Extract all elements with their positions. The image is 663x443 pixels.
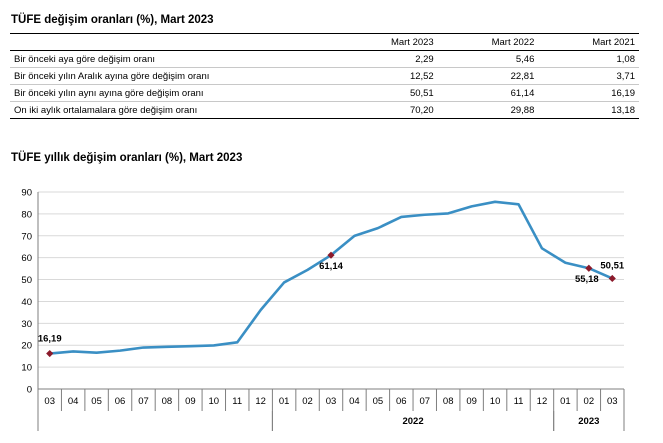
table-cell: 61,14	[437, 84, 539, 102]
table-cell: 1,08	[538, 50, 639, 68]
data-label: 61,14	[319, 261, 343, 272]
table-header-blank	[10, 33, 338, 51]
table-cell: 5,46	[437, 50, 539, 68]
axes	[37, 192, 625, 431]
column-header: Mart 2023	[337, 33, 438, 51]
y-tick-label: 90	[21, 188, 32, 199]
data-point-marker	[585, 264, 593, 272]
x-tick-label: 11	[232, 396, 242, 407]
y-tick-label: 80	[21, 209, 32, 220]
column-header: Mart 2022	[437, 33, 539, 51]
x-tick-label: 12	[255, 396, 266, 407]
table-cell: 70,20	[337, 101, 438, 119]
x-tick-label: 11	[514, 396, 524, 407]
column-header: Mart 2021	[538, 33, 639, 51]
x-tick-label: 06	[115, 396, 126, 407]
table-cell: 2,29	[337, 50, 438, 68]
table-title: TÜFE değişim oranları (%), Mart 2023	[11, 14, 214, 26]
x-tick-label: 08	[162, 396, 173, 407]
table-row: Bir önceki yılın aynı ayına göre değişim…	[10, 84, 639, 102]
x-tick-label: 08	[443, 396, 454, 407]
series-line-layer	[48, 200, 614, 355]
data-point-marker	[608, 274, 616, 283]
data-label: 16,19	[38, 334, 62, 345]
y-tick-label: 30	[21, 319, 32, 330]
x-tick-label: 04	[349, 396, 360, 407]
year-label: 2023	[578, 416, 599, 427]
x-tick-label: 05	[91, 396, 102, 407]
x-tick-label: 02	[302, 396, 313, 407]
table-cell: 3,71	[538, 67, 639, 85]
data-point-marker	[46, 349, 54, 358]
x-tick-label: 07	[419, 396, 430, 407]
x-tick-label: 09	[466, 396, 477, 407]
y-tick-label: 10	[21, 363, 32, 374]
table-row: On iki aylık ortalamalara göre değişim o…	[10, 101, 639, 119]
grid-lines	[38, 191, 624, 368]
x-tick-label: 05	[373, 396, 384, 407]
row-label: Bir önceki yılın aynı ayına göre değişim…	[10, 84, 338, 102]
row-label: Bir önceki aya göre değişim oranı	[10, 50, 338, 68]
data-point-marker	[327, 251, 335, 259]
x-tick-label: 07	[138, 396, 149, 407]
x-tick-label: 06	[396, 396, 407, 407]
x-tick-label: 10	[209, 396, 220, 407]
year-label: 2022	[402, 416, 423, 427]
x-tick-label: 03	[326, 396, 337, 407]
y-tick-label: 70	[21, 231, 32, 242]
table-cell: 16,19	[538, 84, 639, 102]
x-tick-label: 01	[279, 396, 290, 407]
data-label: 50,51	[600, 260, 624, 271]
x-tick-label: 10	[490, 396, 501, 407]
y-tick-label: 50	[21, 275, 32, 286]
y-tick-label: 0	[27, 385, 32, 396]
series-line	[48, 200, 614, 355]
x-tick-label: 09	[185, 396, 196, 407]
x-tick-label: 04	[68, 396, 79, 407]
y-tick-label: 40	[21, 297, 32, 308]
x-tick-label: 12	[537, 396, 548, 407]
table-cell: 50,51	[337, 84, 438, 102]
chart-title: TÜFE yıllık değişim oranları (%), Mart 2…	[11, 152, 243, 164]
table-cell: 12,52	[337, 67, 438, 85]
table-cell: 29,88	[437, 101, 539, 119]
row-label: Bir önceki yılın Aralık ayına göre değiş…	[10, 67, 338, 85]
table-row: Bir önceki yılın Aralık ayına göre değiş…	[10, 67, 639, 85]
x-tick-label: 03	[607, 396, 618, 407]
table-row: Bir önceki aya göre değişim oranı 2,29 5…	[10, 50, 639, 68]
x-tick-label: 03	[44, 396, 55, 407]
table-cell: 13,18	[538, 101, 639, 119]
row-label: On iki aylık ortalamalara göre değişim o…	[10, 101, 338, 119]
y-tick-label: 60	[21, 253, 32, 264]
summary-table: Mart 2023 Mart 2022 Mart 2021 Bir önceki…	[10, 33, 639, 119]
table-header-row: Mart 2023 Mart 2022 Mart 2021	[10, 33, 639, 51]
x-tick-label: 02	[584, 396, 595, 407]
x-tick-label: 01	[560, 396, 571, 407]
table-cell: 22,81	[437, 67, 539, 85]
data-label: 55,18	[575, 274, 599, 285]
y-tick-label: 20	[21, 341, 32, 352]
